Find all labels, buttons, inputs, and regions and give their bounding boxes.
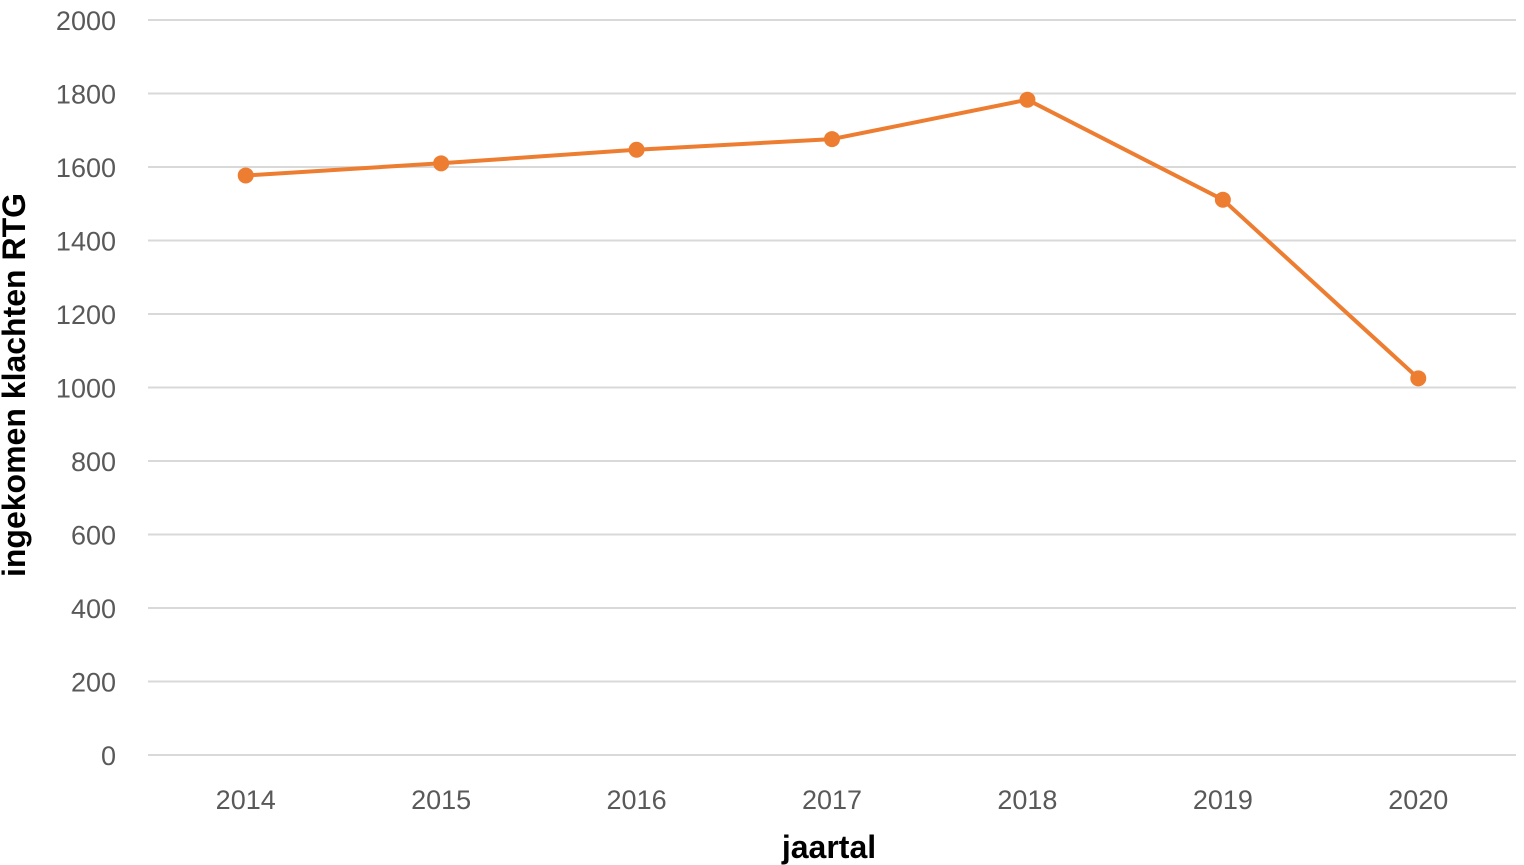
x-axis-title: jaartal <box>781 829 876 865</box>
y-tick-label: 200 <box>71 668 116 698</box>
x-tick-label: 2015 <box>411 785 471 815</box>
data-point-2014 <box>237 167 254 184</box>
data-point-2018 <box>1019 91 1036 108</box>
y-tick-label: 0 <box>101 741 116 771</box>
x-tick-label: 2020 <box>1388 785 1448 815</box>
data-point-2016 <box>628 141 645 158</box>
y-tick-label: 400 <box>71 594 116 624</box>
x-tick-label: 2014 <box>216 785 276 815</box>
data-point-2017 <box>824 131 840 148</box>
gridlines <box>148 19 1516 756</box>
y-tick-label: 1200 <box>56 300 116 330</box>
series-layer <box>237 91 1427 387</box>
y-tick-label: 1400 <box>56 227 116 257</box>
x-axis-ticks: 2014 2015 2016 2017 2018 2019 2020 <box>216 785 1449 815</box>
y-axis-title: ingekomen klachten RTG <box>0 193 32 577</box>
x-tick-label: 2018 <box>997 785 1057 815</box>
data-point-2015 <box>433 155 450 172</box>
y-tick-label: 800 <box>71 447 116 477</box>
x-tick-label: 2017 <box>802 785 862 815</box>
y-tick-label: 600 <box>71 521 116 551</box>
y-tick-label: 2000 <box>56 6 116 36</box>
data-point-2020 <box>1410 370 1427 387</box>
x-tick-label: 2016 <box>607 785 667 815</box>
data-point-2019 <box>1214 191 1231 208</box>
y-tick-label: 1000 <box>56 374 116 404</box>
y-tick-label: 1800 <box>56 80 116 110</box>
y-tick-label: 1600 <box>56 153 116 183</box>
y-axis-ticks: 0 200 400 600 800 1000 1200 1400 1600 1800 2000 <box>56 6 116 771</box>
x-tick-label: 2019 <box>1193 785 1253 815</box>
